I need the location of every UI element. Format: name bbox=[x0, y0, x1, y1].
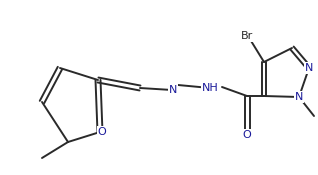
Text: N: N bbox=[169, 85, 177, 95]
Text: O: O bbox=[98, 127, 107, 137]
Text: Br: Br bbox=[241, 31, 253, 41]
Text: N: N bbox=[295, 92, 303, 102]
Text: O: O bbox=[243, 130, 251, 140]
Text: N: N bbox=[305, 63, 313, 73]
Text: NH: NH bbox=[202, 83, 218, 93]
